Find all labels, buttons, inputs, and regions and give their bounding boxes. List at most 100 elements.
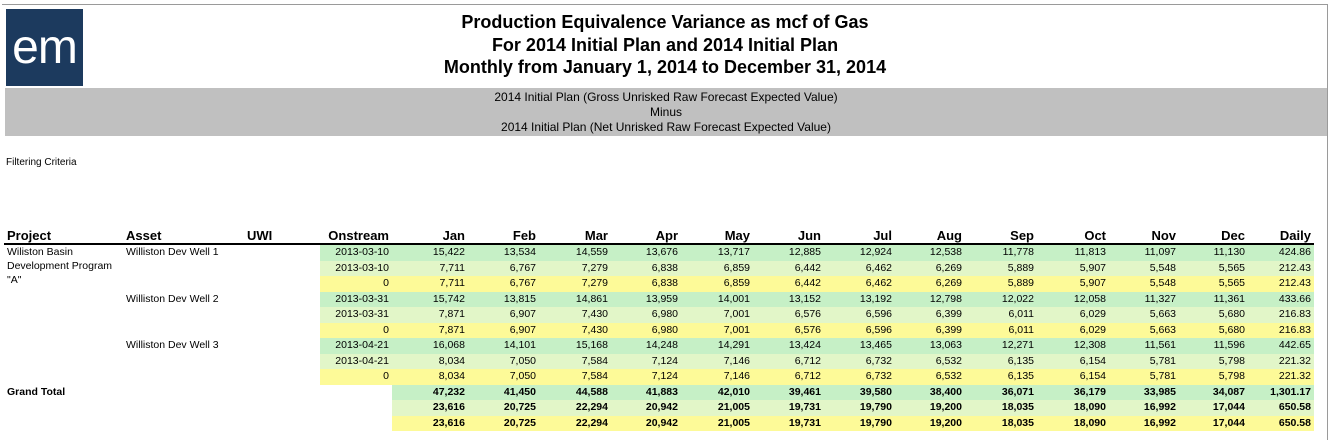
month-value-cell: 7,001 bbox=[681, 322, 753, 338]
month-value-cell: 5,565 bbox=[1179, 260, 1248, 276]
report-subtitle-plans: For 2014 Initial Plan and 2014 Initial P… bbox=[491, 35, 839, 55]
month-value-cell: 6,399 bbox=[895, 322, 965, 338]
grand-total-empty-cell bbox=[244, 416, 320, 432]
month-value-cell: 7,146 bbox=[681, 353, 753, 369]
comparison-minus-line: Minus bbox=[649, 105, 682, 119]
onstream-cell: 2013-03-31 bbox=[320, 291, 392, 307]
grand-total-month-cell: 23,616 bbox=[392, 415, 468, 431]
asset-cell-empty bbox=[123, 261, 244, 277]
variance-table: Project Asset UWI Onstream Jan Feb Mar A… bbox=[4, 224, 1314, 431]
month-value-cell: 6,154 bbox=[1037, 353, 1109, 369]
month-value-cell: 6,712 bbox=[753, 353, 824, 369]
month-value-cell: 11,130 bbox=[1179, 244, 1248, 261]
onstream-cell: 2013-03-31 bbox=[320, 307, 392, 323]
onstream-cell: 2013-04-21 bbox=[320, 353, 392, 369]
project-cell-empty bbox=[4, 292, 123, 308]
month-value-cell: 7,584 bbox=[539, 353, 611, 369]
month-value-cell: 5,548 bbox=[1109, 276, 1179, 292]
grand-total-empty-cell bbox=[244, 400, 320, 416]
grand-total-month-cell: 34,087 bbox=[1179, 384, 1248, 400]
month-value-cell: 7,124 bbox=[611, 369, 681, 385]
month-value-cell: 12,538 bbox=[895, 244, 965, 261]
grand-total-month-cell: 42,010 bbox=[681, 384, 753, 400]
month-value-cell: 8,034 bbox=[392, 369, 468, 385]
month-value-cell: 5,565 bbox=[1179, 276, 1248, 292]
month-value-cell: 12,271 bbox=[965, 338, 1037, 354]
month-value-cell: 6,442 bbox=[753, 260, 824, 276]
month-value-cell: 6,712 bbox=[753, 369, 824, 385]
month-value-cell: 6,596 bbox=[824, 307, 895, 323]
col-header-mar: Mar bbox=[539, 224, 611, 245]
comparison-net-line: 2014 Initial Plan (Net Unrisked Raw Fore… bbox=[501, 120, 831, 134]
month-value-cell: 6,596 bbox=[824, 322, 895, 338]
month-value-cell: 12,885 bbox=[753, 244, 824, 261]
asset-cell-empty bbox=[123, 354, 244, 370]
month-value-cell: 11,813 bbox=[1037, 244, 1109, 261]
onstream-cell: 0 bbox=[320, 322, 392, 338]
grand-total-month-cell: 17,044 bbox=[1179, 415, 1248, 431]
report-title: Production Equivalence Variance as mcf o… bbox=[461, 12, 869, 32]
table-row: 0 7,871 6,907 7,430 6,980 7,001 6,576 6,596 6,39… bbox=[4, 322, 1314, 338]
month-value-cell: 13,192 bbox=[824, 291, 895, 307]
table-row: 2013-03-10 7,711 6,767 7,279 6,838 6,859 6,442… bbox=[4, 260, 1314, 277]
daily-value-cell: 221.32 bbox=[1248, 369, 1314, 385]
month-value-cell: 14,559 bbox=[539, 244, 611, 261]
month-value-cell: 8,034 bbox=[392, 353, 468, 369]
month-value-cell: 5,663 bbox=[1109, 307, 1179, 323]
month-value-cell: 6,532 bbox=[895, 353, 965, 369]
grand-total-month-cell: 19,731 bbox=[753, 400, 824, 416]
uwi-cell bbox=[244, 338, 320, 354]
month-value-cell: 7,050 bbox=[468, 369, 539, 385]
daily-value-cell: 216.83 bbox=[1248, 307, 1314, 323]
grand-total-row: 23,616 20,725 22,294 20,942 21,005 19,731 19,7… bbox=[4, 400, 1314, 416]
uwi-cell bbox=[244, 261, 320, 277]
month-value-cell: 13,152 bbox=[753, 291, 824, 307]
month-value-cell: 6,732 bbox=[824, 353, 895, 369]
month-value-cell: 5,907 bbox=[1037, 260, 1109, 276]
col-header-may: May bbox=[681, 224, 753, 245]
daily-value-cell: 442.65 bbox=[1248, 338, 1314, 354]
col-header-jun: Jun bbox=[753, 224, 824, 245]
month-value-cell: 5,663 bbox=[1109, 322, 1179, 338]
grand-total-empty-cell bbox=[123, 385, 244, 401]
grand-total-month-cell: 19,200 bbox=[895, 415, 965, 431]
month-value-cell: 13,534 bbox=[468, 244, 539, 261]
month-value-cell: 5,680 bbox=[1179, 322, 1248, 338]
filtering-criteria-label: Filtering Criteria bbox=[6, 157, 77, 168]
uwi-cell bbox=[244, 292, 320, 308]
grand-total-daily-cell: 1,301.17 bbox=[1248, 384, 1314, 400]
grand-total-month-cell: 36,179 bbox=[1037, 384, 1109, 400]
comparison-band: 2014 Initial Plan (Gross Unrisked Raw Fo… bbox=[5, 88, 1327, 136]
grand-total-month-cell: 18,035 bbox=[965, 400, 1037, 416]
month-value-cell: 7,279 bbox=[539, 260, 611, 276]
report-frame-top bbox=[2, 4, 1328, 5]
month-value-cell: 5,907 bbox=[1037, 276, 1109, 292]
month-value-cell: 6,442 bbox=[753, 276, 824, 292]
grand-total-month-cell: 20,942 bbox=[611, 400, 681, 416]
grand-total-month-cell: 39,580 bbox=[824, 384, 895, 400]
month-value-cell: 6,269 bbox=[895, 260, 965, 276]
table-row: 0 8,034 7,050 7,584 7,124 7,146 6,712 6,732 6,53… bbox=[4, 369, 1314, 385]
grand-total-month-cell: 19,790 bbox=[824, 400, 895, 416]
grand-total-empty-cell bbox=[320, 400, 392, 416]
table-row: 2013-04-21 8,034 7,050 7,584 7,124 7,146 6,712… bbox=[4, 353, 1314, 370]
project-cell-empty bbox=[4, 338, 123, 354]
month-value-cell: 6,135 bbox=[965, 353, 1037, 369]
grand-total-month-cell: 44,588 bbox=[539, 384, 611, 400]
month-value-cell: 12,022 bbox=[965, 291, 1037, 307]
grand-total-label: Grand Total bbox=[7, 385, 66, 398]
month-value-cell: 6,907 bbox=[468, 307, 539, 323]
table-header-row: Project Asset UWI Onstream Jan Feb Mar A… bbox=[4, 224, 1314, 245]
col-header-jan: Jan bbox=[392, 224, 468, 245]
table-row: Wiliston Basin Development Program "A" Wi… bbox=[4, 244, 1314, 286]
month-value-cell: 12,924 bbox=[824, 244, 895, 261]
asset-cell-empty bbox=[123, 307, 244, 323]
col-header-uwi: UWI bbox=[244, 224, 320, 245]
grand-total-month-cell: 21,005 bbox=[681, 400, 753, 416]
col-header-sep: Sep bbox=[965, 224, 1037, 245]
month-value-cell: 5,680 bbox=[1179, 307, 1248, 323]
month-value-cell: 7,279 bbox=[539, 276, 611, 292]
col-header-apr: Apr bbox=[611, 224, 681, 245]
grand-total-month-cell: 19,731 bbox=[753, 415, 824, 431]
grand-total-month-cell: 19,200 bbox=[895, 400, 965, 416]
